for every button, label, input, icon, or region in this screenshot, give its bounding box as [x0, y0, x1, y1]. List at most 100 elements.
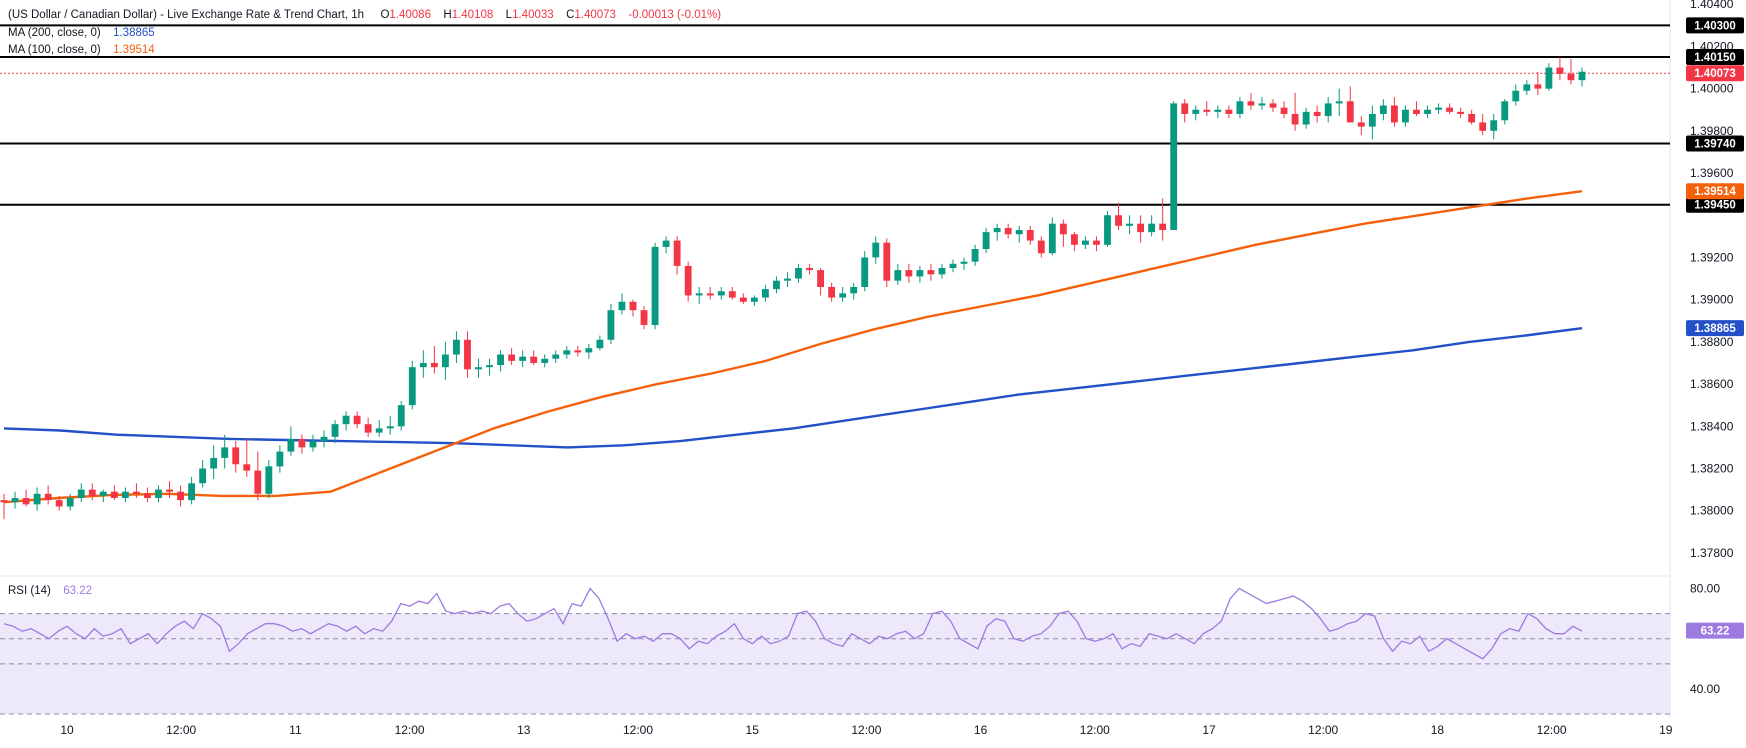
candle-body — [916, 270, 924, 277]
ma200-line — [3, 327, 1583, 449]
candle-body — [1026, 230, 1034, 241]
candle-body — [1225, 109, 1233, 114]
price-tick-label: 1.40000 — [1690, 82, 1734, 96]
level-tag-bg — [1686, 135, 1744, 152]
time-tick-label: 15 — [746, 723, 760, 737]
price-tick-label: 1.39200 — [1690, 250, 1734, 264]
candle-body — [773, 280, 780, 290]
ma100-legend[interactable]: MA (100, close, 0) 1.39514 — [8, 43, 155, 57]
candle-body — [1192, 109, 1200, 114]
candle-body — [1236, 101, 1244, 114]
candle-body — [684, 265, 692, 296]
candle-body — [949, 263, 957, 269]
candle-body — [552, 354, 560, 359]
candle-body — [784, 278, 791, 281]
candle-body — [1115, 215, 1122, 226]
candle-body — [872, 242, 880, 258]
ma100-label: MA (100, close, 0) — [8, 44, 101, 56]
candle-body — [132, 491, 140, 494]
rsi-tag: 63.22 — [1701, 626, 1730, 638]
ma100-value: 1.39514 — [113, 44, 155, 56]
candle-body — [1446, 107, 1454, 112]
candle-body — [1104, 215, 1111, 245]
candle-body — [55, 500, 63, 507]
candle-body — [541, 358, 549, 363]
candle-body — [640, 310, 648, 325]
rsi-value: 63.22 — [63, 585, 93, 597]
candle-body — [243, 464, 251, 471]
rsi-line — [3, 587, 1583, 660]
candle-body — [408, 367, 416, 406]
candle-body — [353, 415, 361, 425]
time-tick-label: 12:00 — [851, 723, 881, 737]
level-tag: 1.40150 — [1694, 52, 1736, 64]
candle-body — [265, 466, 273, 494]
level-tag-bg — [1686, 196, 1744, 213]
level-tag-bg — [1686, 48, 1744, 65]
candle-body — [11, 498, 19, 503]
ma100-tag: 1.39514 — [1694, 186, 1736, 198]
candle-body — [1390, 105, 1398, 123]
candle-body — [1413, 109, 1420, 114]
rsi-tick-label: 80.00 — [1690, 582, 1720, 596]
candle-body — [728, 291, 736, 298]
open-label: O — [380, 9, 390, 21]
ma200-value: 1.38865 — [113, 27, 155, 39]
candle-body — [1556, 67, 1564, 74]
candle-body — [166, 489, 173, 492]
rsi-label: RSI (14) — [8, 585, 51, 597]
candle-body — [232, 447, 240, 465]
candle-body — [298, 438, 306, 448]
candle-body — [1578, 71, 1586, 81]
candle-body — [1490, 120, 1498, 131]
price-tick-label: 1.38000 — [1690, 504, 1734, 518]
rsi-band — [0, 613, 1670, 715]
moving-averages — [3, 190, 1583, 504]
candle-body — [188, 483, 196, 501]
candle-body — [1148, 223, 1156, 233]
time-tick-label: 12:00 — [395, 723, 425, 737]
candle-body — [1048, 223, 1056, 254]
candle-body — [221, 447, 229, 458]
level-tag: 1.39450 — [1694, 200, 1736, 212]
time-tick-label: 13 — [517, 723, 531, 737]
candle-body — [1435, 107, 1442, 110]
candle-body — [144, 493, 151, 499]
candle-body — [475, 367, 482, 370]
candle-body — [497, 354, 504, 366]
ma200-legend[interactable]: MA (200, close, 0) 1.38865 — [8, 26, 155, 40]
time-tick-label: 17 — [1202, 723, 1216, 737]
candle-body — [960, 261, 968, 264]
candle-body — [1545, 67, 1553, 89]
candle-body — [1214, 109, 1222, 112]
candle-body — [331, 424, 339, 437]
price-tags: 1.40300 1.40150 1.39740 1.39450 1.40073 1.395… — [1686, 17, 1744, 639]
candle-body — [199, 468, 207, 484]
candle-body — [177, 491, 184, 501]
time-tick-label: 12:00 — [1308, 723, 1338, 737]
candle-body — [1523, 84, 1531, 91]
candle-body — [629, 301, 637, 311]
rsi-legend[interactable]: RSI (14) 63.22 — [8, 584, 92, 598]
candle-body — [519, 356, 527, 361]
candle-body — [739, 297, 747, 302]
candle-body — [210, 457, 218, 469]
time-tick-label: 18 — [1431, 723, 1445, 737]
candle-body — [453, 339, 460, 355]
change-value: -0.00013 (-0.01%) — [628, 9, 722, 21]
candle-body — [1324, 103, 1332, 117]
candle-body — [66, 498, 74, 507]
high-value: 1.40108 — [451, 9, 494, 21]
price-tick-label: 1.39600 — [1690, 166, 1734, 180]
candle-body — [1070, 234, 1078, 245]
candle-body — [596, 339, 604, 349]
candle-body — [1082, 240, 1089, 245]
ma200-tag-bg — [1686, 320, 1744, 337]
candle-body — [441, 354, 449, 368]
candle-body — [1534, 84, 1542, 89]
time-tick-label: 12:00 — [1080, 723, 1110, 737]
last-price-tag: 1.40073 — [1694, 68, 1736, 80]
candle-body — [1379, 105, 1387, 114]
candle-body — [806, 268, 813, 271]
